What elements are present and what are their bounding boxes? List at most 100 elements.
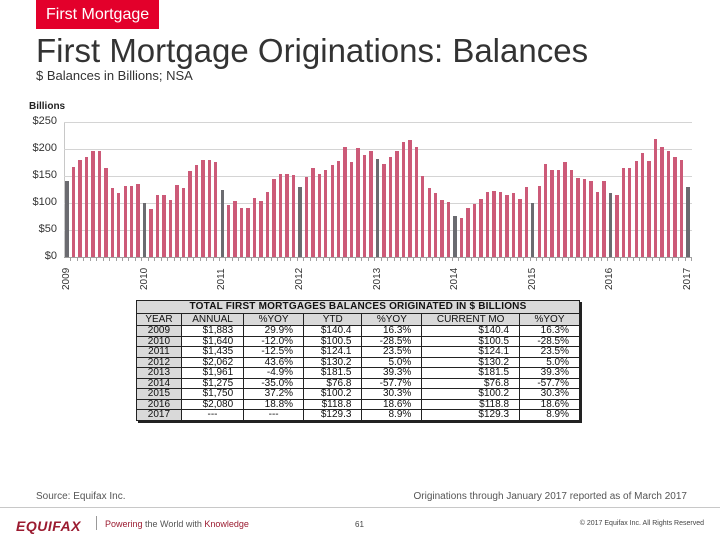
table-cell: $100.5	[421, 335, 521, 347]
table-cell: $2,062	[180, 356, 245, 368]
source-note: Source: Equifax Inc.	[36, 491, 126, 502]
table-cell: -28.5%	[519, 335, 580, 347]
table-row: 2013 $1,961 -4.9% $181.5 39.3% $181.5 39.3%	[136, 367, 580, 379]
table-cell: $1,750	[180, 388, 245, 400]
bar-month	[188, 171, 192, 257]
table-cell: $118.8	[303, 398, 363, 410]
bar-month	[129, 185, 134, 257]
bar-month	[660, 147, 664, 257]
table-cell: $130.2	[421, 356, 521, 368]
bar-month	[602, 181, 606, 257]
table-row: 2016 $2,080 18.8% $118.8 18.6% $118.8 18.6%	[136, 398, 580, 410]
bar-month	[123, 186, 127, 257]
bar-month	[233, 201, 237, 257]
x-tick-mark	[684, 257, 686, 261]
column-header: ANNUAL	[180, 313, 245, 326]
x-tick-mark	[523, 257, 525, 261]
bar-month	[492, 190, 496, 257]
data-date-note: Originations through January 2017 report…	[413, 491, 687, 502]
x-tick-label: 2011	[216, 268, 228, 290]
bar-month	[175, 184, 179, 257]
bar-month	[356, 148, 360, 257]
table-cell: $140.4	[421, 325, 521, 337]
footer-divider	[0, 507, 720, 508]
table-cell: $130.2	[303, 356, 363, 368]
table-cell: -12.5%	[243, 346, 305, 358]
bar-month	[666, 150, 671, 257]
x-tick-mark	[251, 257, 253, 261]
bar-month	[634, 160, 638, 257]
x-tick-mark	[154, 257, 156, 261]
bar-month	[615, 194, 619, 257]
bar-month	[317, 173, 321, 257]
y-axis	[64, 122, 65, 257]
x-tick-mark	[658, 257, 660, 261]
bar-month	[537, 185, 541, 257]
year-cell: 2009	[136, 325, 182, 337]
bar-month	[388, 157, 393, 257]
x-tick-mark	[594, 257, 596, 261]
bar-january	[453, 215, 457, 257]
x-tick-mark	[561, 257, 563, 261]
x-tick-mark	[348, 257, 350, 261]
bar-month	[511, 192, 516, 257]
table-cell: 18.6%	[361, 398, 423, 410]
x-tick-mark	[613, 257, 615, 261]
x-tick-mark	[160, 257, 162, 261]
bar-month	[97, 150, 102, 257]
year-cell: 2017	[136, 409, 182, 421]
x-tick-mark	[341, 257, 343, 261]
x-tick-mark	[678, 257, 680, 261]
table-cell: 16.3%	[361, 325, 423, 337]
x-tick-mark	[231, 257, 233, 261]
bar-month	[324, 170, 328, 257]
table-cell: 8.9%	[361, 409, 423, 421]
bar-month	[349, 161, 354, 257]
table-cell: $124.1	[421, 346, 521, 358]
table-row: 2012 $2,062 43.6% $130.2 5.0% $130.2 5.0%	[136, 356, 580, 368]
column-header: %YOY	[361, 313, 423, 326]
y-tick-label: $50	[38, 223, 57, 235]
x-tick-mark	[477, 257, 479, 261]
bar-january	[220, 189, 224, 257]
bar-month	[272, 178, 276, 257]
y-tick-label: $150	[32, 169, 57, 181]
table-cell: 16.3%	[519, 325, 580, 337]
x-tick-mark	[484, 257, 486, 261]
tagline: Powering the World with Knowledge	[105, 519, 249, 529]
x-tick-mark	[471, 257, 473, 261]
table-cell: $1,883	[180, 325, 245, 337]
x-tick-mark	[581, 257, 583, 261]
bar-month	[485, 191, 490, 257]
x-tick-mark	[671, 257, 673, 261]
table-cell: 23.5%	[361, 346, 423, 358]
x-tick-mark	[374, 257, 376, 261]
bar-month	[149, 209, 153, 257]
table-cell: $118.8	[421, 398, 521, 410]
x-tick-mark	[393, 257, 395, 261]
x-tick-mark	[303, 257, 305, 261]
table-row: 2014 $1,275 -35.0% $76.8 -57.7% $76.8 -57.7%	[136, 377, 580, 389]
x-tick-label: 2012	[293, 267, 305, 290]
table-cell: 18.6%	[519, 398, 580, 410]
x-tick-mark	[316, 257, 318, 261]
bar-month	[117, 193, 121, 257]
x-tick-mark	[555, 257, 557, 261]
x-tick-mark	[296, 257, 298, 261]
x-tick-mark	[141, 257, 143, 261]
bar-month	[421, 176, 425, 257]
bar-january	[298, 186, 302, 257]
copyright: © 2017 Equifax Inc. All Rights Reserved	[579, 520, 704, 527]
table-cell: 29.9%	[243, 325, 305, 337]
bar-month	[343, 146, 347, 257]
x-tick-mark	[290, 257, 292, 261]
table-cell: 43.6%	[243, 356, 305, 368]
x-tick-mark	[109, 257, 111, 261]
x-tick-mark	[283, 257, 285, 261]
bar-month	[621, 168, 625, 257]
table-cell: 39.3%	[361, 367, 423, 379]
x-tick-mark	[96, 257, 98, 261]
bar-month	[291, 175, 296, 257]
table-cell: $76.8	[421, 377, 521, 389]
table-cell: 37.2%	[243, 388, 305, 400]
